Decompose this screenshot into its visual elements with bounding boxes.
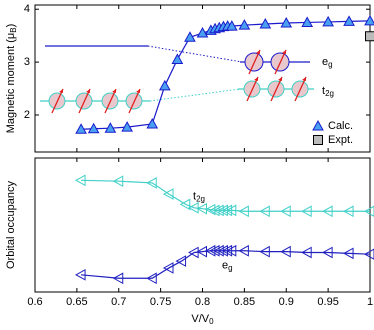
marker xyxy=(259,245,270,258)
series-label-part: g xyxy=(228,264,232,273)
y-axis-label: Orbital occupancy xyxy=(5,180,17,269)
x-axis-label-part: 0 xyxy=(209,317,214,326)
y-axis-label-part: Orbital occupancy xyxy=(5,180,17,269)
marker xyxy=(112,272,124,285)
annotation-part: t xyxy=(322,85,325,97)
annotation-part: e xyxy=(322,56,328,68)
series-line xyxy=(81,20,371,130)
marker xyxy=(162,262,174,274)
y-axis-label-part: B xyxy=(9,27,18,32)
annotation: eg xyxy=(322,56,333,69)
marker xyxy=(301,205,312,218)
y-tick-label: 2 xyxy=(24,109,30,121)
marker xyxy=(75,268,86,281)
series-label: eg xyxy=(222,260,233,273)
marker xyxy=(301,16,314,27)
y-tick-label: 3 xyxy=(24,56,30,68)
schematic xyxy=(40,45,314,114)
marker xyxy=(301,246,312,259)
legend-label: Calc. xyxy=(328,120,353,132)
marker xyxy=(146,272,157,285)
annotation-part: 2g xyxy=(325,89,334,98)
x-tick-label: 0.85 xyxy=(234,296,255,308)
y-axis-label-part: ) xyxy=(5,24,17,28)
x-tick-label: 0.9 xyxy=(279,296,294,308)
marker xyxy=(363,248,374,260)
marker xyxy=(343,205,354,218)
marker xyxy=(184,31,196,42)
legend-marker xyxy=(312,119,324,131)
legend-marker xyxy=(313,135,323,145)
marker xyxy=(221,204,233,217)
marker xyxy=(162,188,174,200)
series-line xyxy=(81,179,370,212)
marker xyxy=(75,174,86,187)
marker xyxy=(322,246,333,259)
x-tick-label: 0.6 xyxy=(27,296,42,308)
marker xyxy=(112,175,124,188)
marker xyxy=(343,247,354,260)
marker xyxy=(225,244,237,257)
x-tick-label: 0.7 xyxy=(111,296,126,308)
marker xyxy=(196,26,209,38)
x-tick-label: 0.75 xyxy=(150,296,171,308)
marker xyxy=(158,79,171,91)
series-label-part: 2g xyxy=(196,195,205,204)
x-tick-label: 0.65 xyxy=(66,296,87,308)
marker xyxy=(179,198,191,211)
marker xyxy=(146,177,157,189)
x-axis-label: V/V0 xyxy=(191,313,214,326)
marker xyxy=(238,205,249,218)
marker xyxy=(259,205,270,218)
x-axis-label-part: V/V xyxy=(191,313,209,325)
marker xyxy=(364,14,374,26)
x-tick-label: 0.95 xyxy=(317,296,338,308)
series-label: t2g xyxy=(193,191,205,204)
marker xyxy=(175,255,187,267)
marker xyxy=(365,31,374,42)
marker xyxy=(121,121,133,132)
marker xyxy=(238,19,251,30)
marker xyxy=(221,244,233,257)
legend-label: Expt. xyxy=(328,134,353,146)
marker xyxy=(322,205,333,218)
series-label-part: e xyxy=(222,260,228,272)
y-axis-label: Magnetic moment (μB) xyxy=(5,24,18,134)
x-tick-label: 1 xyxy=(367,296,373,308)
marker xyxy=(225,20,238,31)
marker xyxy=(75,123,87,134)
y-tick-label: 4 xyxy=(24,3,30,15)
marker xyxy=(87,122,100,134)
x-tick-label: 0.8 xyxy=(195,296,210,308)
marker xyxy=(322,15,334,27)
annotation: t2g xyxy=(322,85,334,98)
marker xyxy=(280,16,293,28)
marker xyxy=(259,18,272,29)
marker xyxy=(343,15,355,26)
marker xyxy=(171,53,184,64)
annotation-part: g xyxy=(328,60,332,69)
marker xyxy=(225,204,237,217)
series-label-part: t xyxy=(193,191,196,203)
marker xyxy=(363,205,374,217)
series-line xyxy=(81,250,371,279)
y-axis-label-part: Magnetic moment (μ xyxy=(5,33,17,133)
marker xyxy=(238,244,249,257)
marker xyxy=(104,122,117,133)
marker xyxy=(280,245,291,258)
marker xyxy=(146,117,159,129)
marker xyxy=(280,205,291,218)
